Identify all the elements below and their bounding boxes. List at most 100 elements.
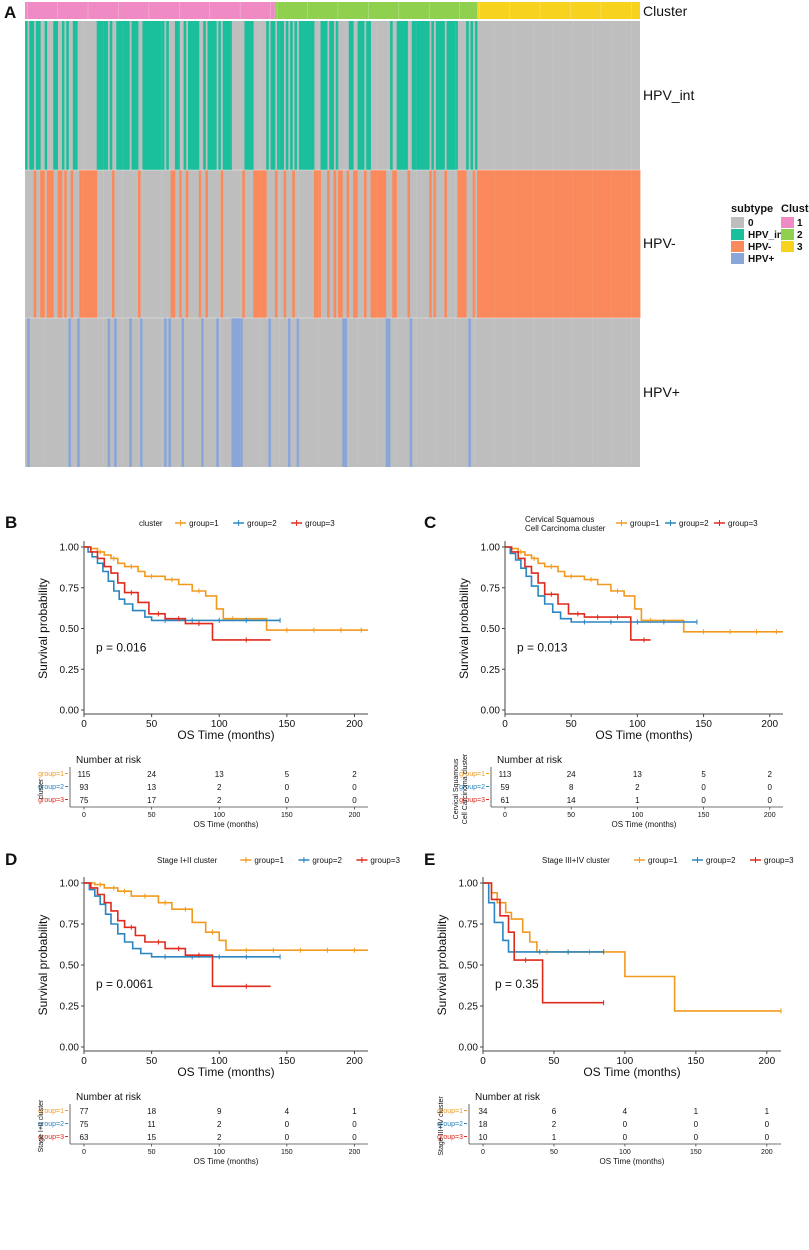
risk-group-label: group=3	[459, 797, 485, 804]
hpv-int-cell	[209, 21, 213, 170]
hpv-int-cell	[66, 21, 69, 170]
km-x-axis-label: OS Time (months)	[595, 728, 692, 742]
hpv-int-cell	[277, 21, 280, 170]
hpv-int-cell	[405, 21, 408, 170]
cluster-3-band	[477, 2, 640, 19]
hpv-int-cell	[192, 21, 195, 170]
risk-count: 0	[352, 1120, 357, 1129]
risk-x-tick-label: 0	[82, 812, 86, 819]
hpv-neg-cell	[264, 170, 267, 318]
hpv-pos-cell	[235, 318, 239, 467]
risk-count: 0	[694, 1120, 699, 1129]
hpv-int-cell	[329, 21, 332, 170]
heatmap-row-hpv-pos	[27, 318, 471, 467]
hpv-int-cell	[309, 21, 313, 170]
hpv-neg-cell	[257, 170, 261, 318]
hpv-int-cell	[440, 21, 443, 170]
hpv-neg-cell	[407, 170, 411, 318]
km-x-axis-label: OS Time (months)	[177, 1065, 274, 1079]
risk-table-title: Number at risk	[497, 755, 563, 766]
hpv-neg-cell	[555, 170, 558, 318]
hpv-pos-cell	[181, 318, 185, 467]
hpv-neg-cell	[355, 170, 358, 318]
hpv-neg-cell	[90, 170, 93, 318]
hpv-neg-cell	[172, 170, 176, 318]
km-y-tick-label: 0.25	[60, 665, 80, 676]
hpv-neg-cell	[283, 170, 287, 318]
hpv-int-cell	[222, 21, 226, 170]
legend-cluster-swatch	[781, 229, 794, 240]
km-y-tick-label: 1.00	[60, 879, 80, 890]
km-x-axis-label: OS Time (months)	[583, 1065, 680, 1079]
hpv-neg-cell	[318, 170, 321, 318]
hpv-neg-cell	[576, 170, 580, 318]
risk-count: 2	[635, 783, 640, 792]
risk-count: 0	[701, 783, 706, 792]
km-y-tick-label: 0.75	[60, 583, 80, 594]
hpv-int-cell	[96, 21, 100, 170]
hpv-neg-cell	[457, 170, 461, 318]
hpv-int-cell	[294, 21, 298, 170]
hpv-int-cell	[366, 21, 369, 170]
risk-count: 0	[285, 783, 290, 792]
hpv-neg-cell	[553, 170, 556, 318]
hpv-int-cell	[411, 21, 415, 170]
hpv-pos-cell	[387, 318, 391, 467]
hpv-neg-cell	[494, 170, 497, 318]
risk-count: 75	[80, 1120, 89, 1129]
km-y-tick-label: 1.00	[459, 879, 479, 890]
hpv-neg-cell	[513, 170, 517, 318]
hpv-neg-cell	[579, 170, 582, 318]
hpv-int-cell	[133, 21, 137, 170]
hpv-neg-cell	[516, 170, 519, 318]
risk-x-tick-label: 200	[349, 1149, 361, 1156]
km-y-tick-label: 1.00	[481, 543, 501, 554]
km-legend-label: group=2	[679, 519, 709, 528]
hpv-neg-cell	[581, 170, 584, 318]
hpv-neg-cell	[566, 170, 569, 318]
hpv-neg-cell	[509, 170, 513, 318]
hpv-int-cell	[61, 21, 65, 170]
risk-x-tick-label: 200	[764, 812, 776, 819]
hpv-int-cell	[403, 21, 406, 170]
hpv-int-cell	[122, 21, 126, 170]
risk-count: 13	[633, 770, 642, 779]
hpv-pos-cell	[107, 318, 111, 467]
hpv-neg-cell	[546, 170, 550, 318]
hpv-neg-cell	[492, 170, 495, 318]
hpv-int-cell	[413, 21, 417, 170]
risk-count: 24	[147, 770, 156, 779]
hpv-neg-cell	[537, 170, 541, 318]
risk-group-label: group=1	[459, 771, 485, 778]
hpv-int-cell	[74, 21, 78, 170]
hpv-neg-cell	[379, 170, 382, 318]
risk-x-tick-label: 0	[481, 1149, 485, 1156]
hpv-neg-cell	[505, 170, 508, 318]
hpv-neg-cell	[637, 170, 641, 318]
hpv-neg-cell	[616, 170, 619, 318]
hpv-neg-cell	[496, 170, 500, 318]
km-y-tick-label: 0.25	[481, 665, 501, 676]
hpv-int-cell	[159, 21, 163, 170]
km-x-tick-label: 0	[480, 1056, 486, 1067]
hpv-neg-cell	[392, 170, 395, 318]
risk-group-label: group=3	[38, 797, 64, 804]
hpv-int-cell	[38, 21, 41, 170]
hpv-int-cell	[44, 21, 48, 170]
km-legend-label: group=1	[189, 519, 219, 528]
hpv-neg-cell	[81, 170, 85, 318]
km-x-tick-label: 0	[81, 719, 87, 730]
hpv-pos-cell	[77, 318, 80, 467]
km-x-tick-label: 150	[279, 1056, 296, 1067]
legend-subtype-swatch	[731, 241, 744, 252]
hpv-neg-cell	[629, 170, 632, 318]
cluster-1-band	[25, 2, 275, 19]
risk-group-label: group=2	[459, 784, 485, 791]
hpv-int-cell	[453, 21, 456, 170]
hpv-neg-cell	[481, 170, 484, 318]
hpv-int-cell	[166, 21, 169, 170]
hpv-neg-cell	[531, 170, 534, 318]
risk-count: 0	[701, 796, 706, 805]
heatmap-cell-grid	[24, 21, 640, 467]
